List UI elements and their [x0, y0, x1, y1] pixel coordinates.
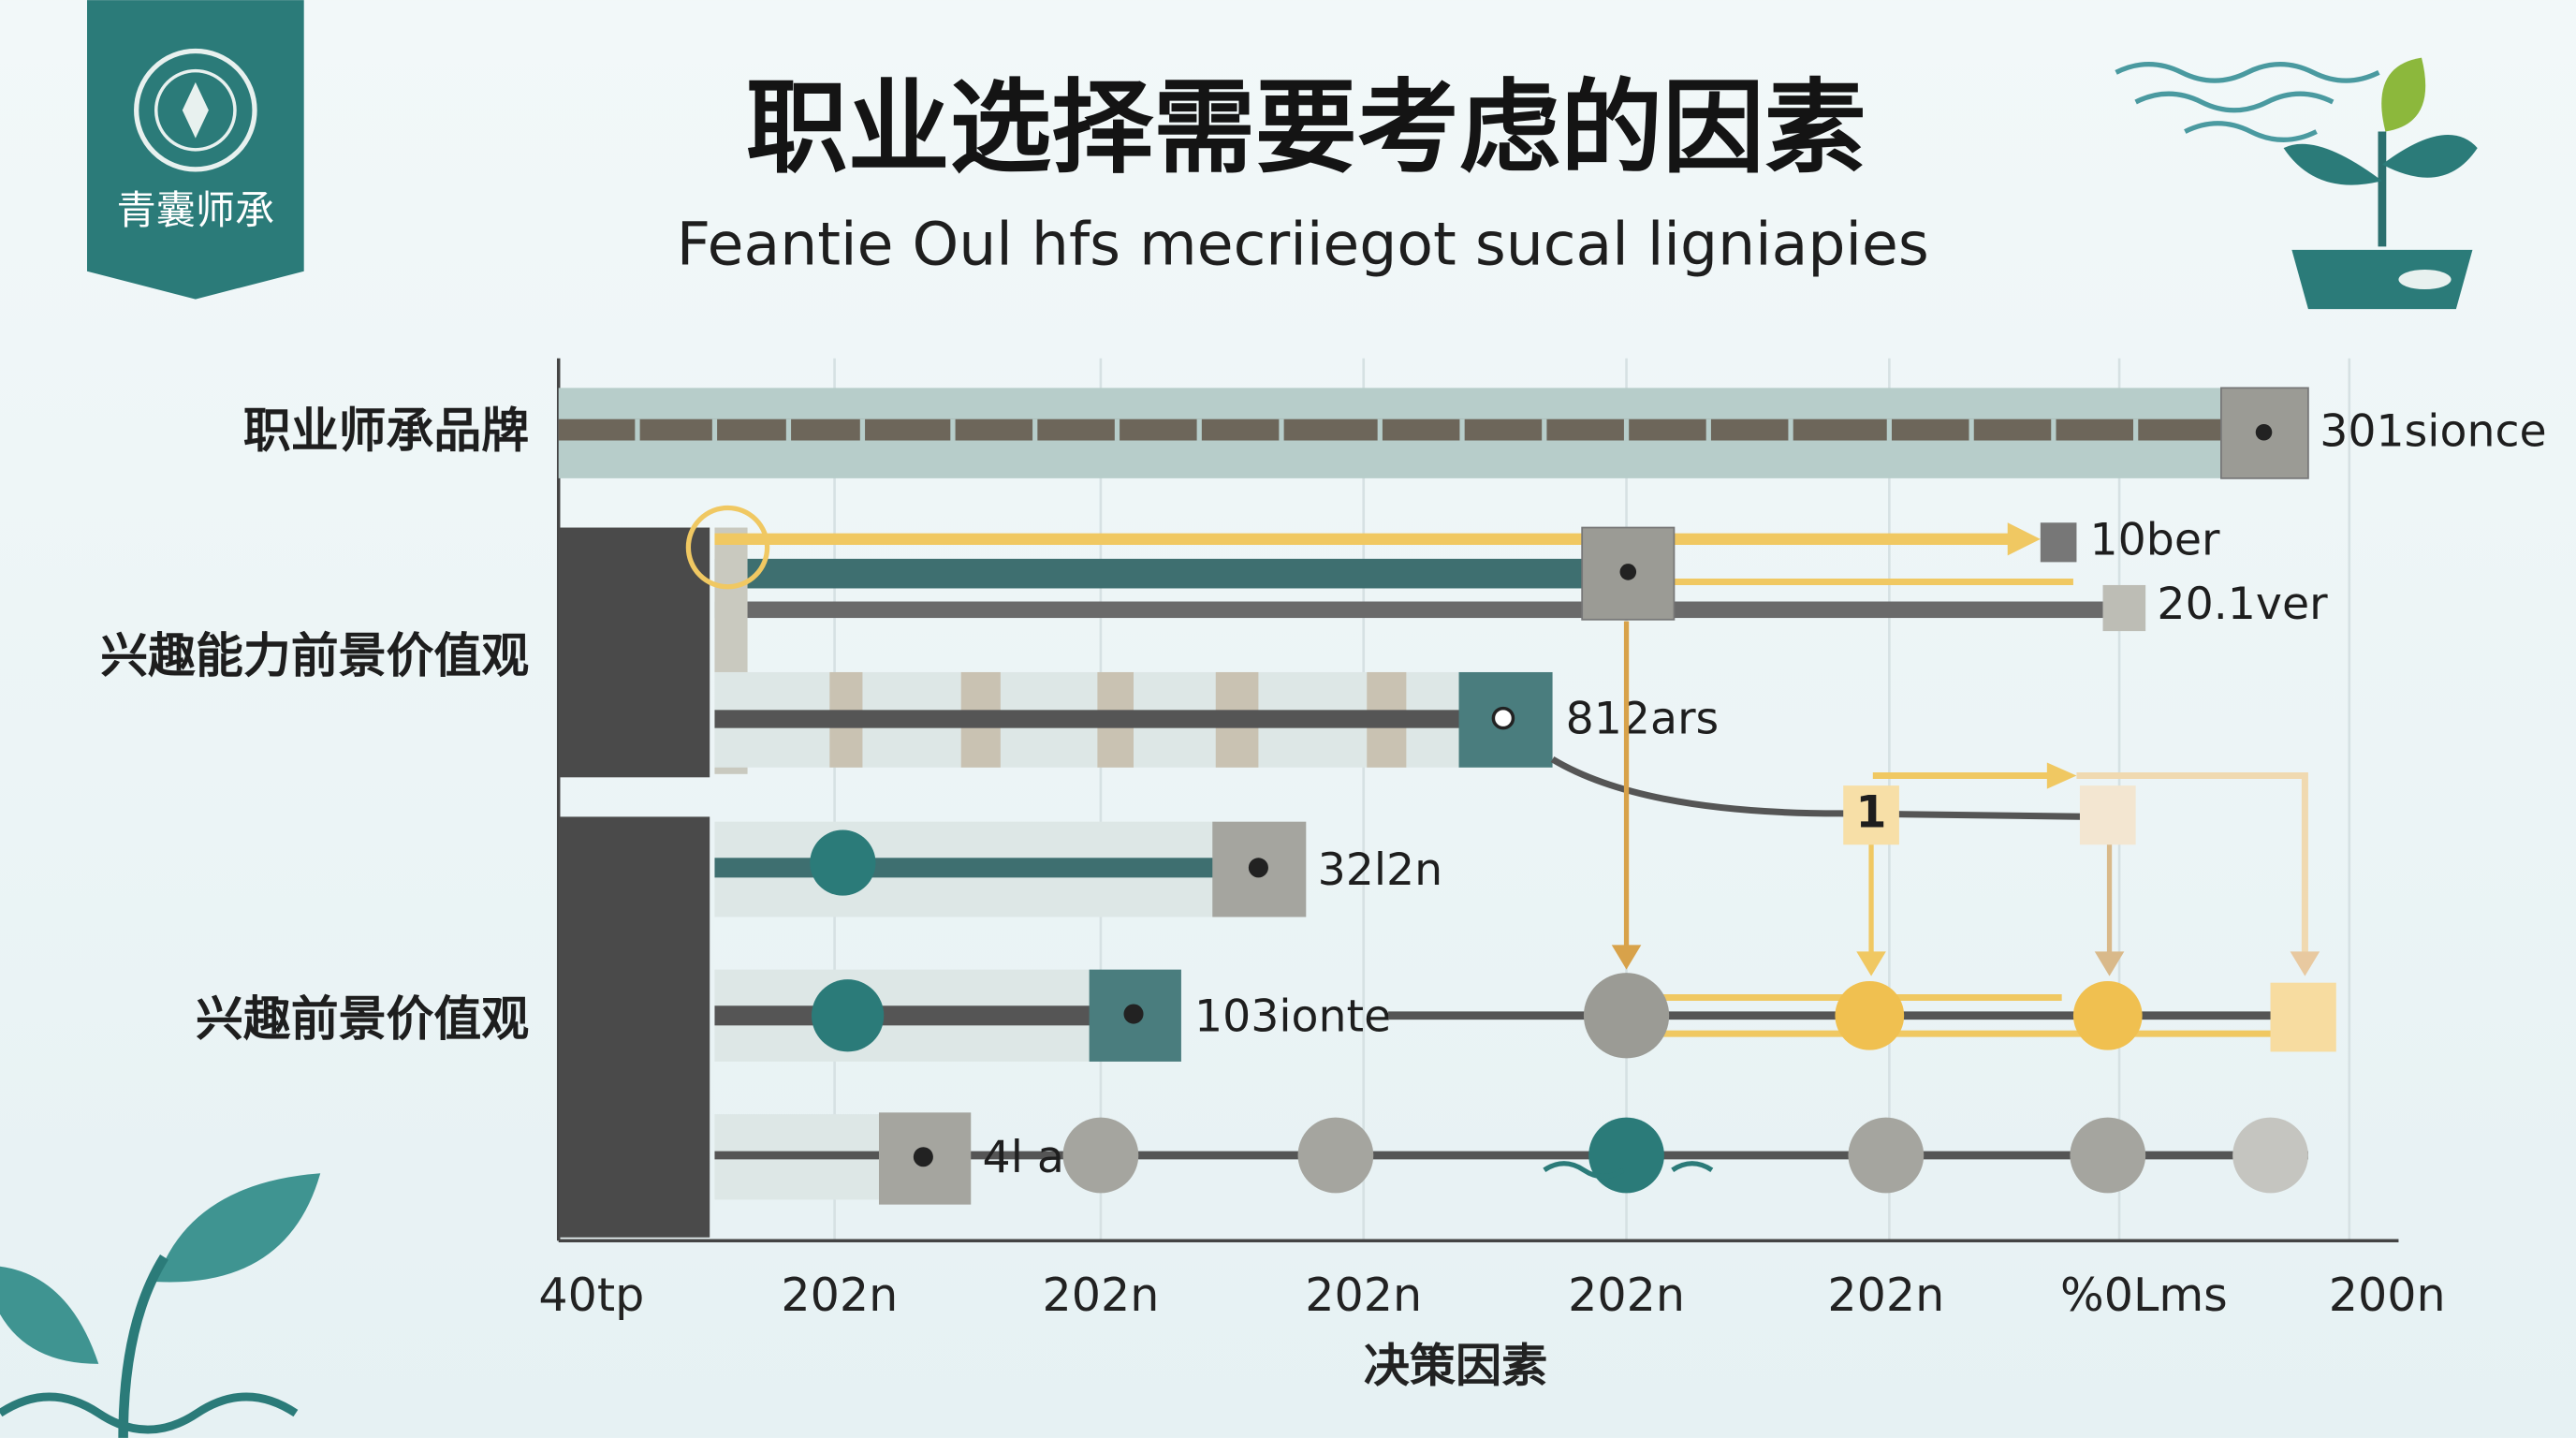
- wave-decoration: [1543, 1161, 1714, 1180]
- arrow-head: [2290, 951, 2320, 976]
- node-label: 1: [1856, 787, 1887, 839]
- marker-dot: [1619, 564, 1637, 580]
- connector: [1550, 756, 2095, 820]
- bar: [714, 601, 2103, 619]
- bar-dividers: [635, 418, 2139, 441]
- marker-dot: [1123, 1004, 1144, 1024]
- bar-label: 103ionte: [1194, 990, 1391, 1042]
- bar-label: 20.1ver: [2157, 579, 2328, 630]
- x-label: 202n: [781, 1268, 898, 1322]
- node: [1588, 1117, 1664, 1194]
- x-label: 202n: [1305, 1268, 1422, 1322]
- brand-name: 青囊师承: [117, 187, 274, 233]
- bar: [714, 710, 1463, 728]
- node: [1583, 973, 1670, 1059]
- node: [1843, 785, 1899, 845]
- arrow-head: [2046, 762, 2077, 789]
- highlight-ring: [685, 505, 770, 590]
- node: [2232, 1117, 2308, 1194]
- end-marker: [2102, 584, 2146, 632]
- bar: [714, 558, 1586, 589]
- node: [1297, 1117, 1374, 1194]
- bar: [714, 1005, 1093, 1026]
- marker-dot: [913, 1147, 933, 1167]
- arrow-head: [2007, 522, 2041, 556]
- title: 职业选择需要考虑的因素: [746, 68, 1866, 187]
- x-label: 200n: [2329, 1268, 2446, 1322]
- subtitle: Feantie Oul hfs mecriiegot sucal ligniap…: [677, 210, 1929, 279]
- node: [2072, 980, 2143, 1050]
- node: [1848, 1117, 1925, 1194]
- group-block: [558, 527, 710, 778]
- row-label: 兴趣前景价值观: [196, 992, 529, 1048]
- end-marker: [2040, 522, 2077, 563]
- group-block: [558, 816, 710, 1238]
- bar-label: 812ars: [1566, 694, 1720, 745]
- x-label: 202n: [1042, 1268, 1159, 1322]
- arrow-head: [2094, 951, 2125, 976]
- node: [2270, 982, 2336, 1052]
- row-label: 职业师承品牌: [243, 404, 529, 459]
- marker-dot: [1491, 706, 1515, 730]
- x-label: 40tp: [538, 1268, 644, 1322]
- x-label: 202n: [1827, 1268, 1944, 1322]
- marker-dot: [2255, 423, 2273, 441]
- node: [812, 979, 885, 1052]
- drop-arrows: [1623, 621, 2113, 959]
- connector: [2076, 772, 2308, 961]
- node: [2070, 1117, 2146, 1194]
- bar-label: 301sionce: [2320, 405, 2546, 457]
- bar-label: 32l2n: [1318, 844, 1443, 896]
- bar: [558, 418, 2221, 441]
- node: [1835, 980, 1905, 1050]
- x-axis-title: 决策因素: [1364, 1339, 1548, 1393]
- x-label: %0Lms: [2060, 1268, 2228, 1322]
- arrow-head: [1856, 951, 1886, 976]
- arrow-head: [1611, 945, 1642, 970]
- bar-label: 10ber: [2089, 514, 2220, 565]
- leaf-decoration: [0, 1173, 321, 1438]
- row-label: 兴趣能力前景价值观: [100, 629, 529, 684]
- brand-badge: 青囊师承: [87, 0, 304, 300]
- node: [2079, 785, 2136, 845]
- marker-dot: [1248, 858, 1268, 878]
- bar: [714, 858, 1216, 878]
- node: [1062, 1117, 1139, 1194]
- node: [810, 829, 876, 896]
- x-label: 202n: [1568, 1268, 1685, 1322]
- plant-decoration: [2115, 57, 2478, 310]
